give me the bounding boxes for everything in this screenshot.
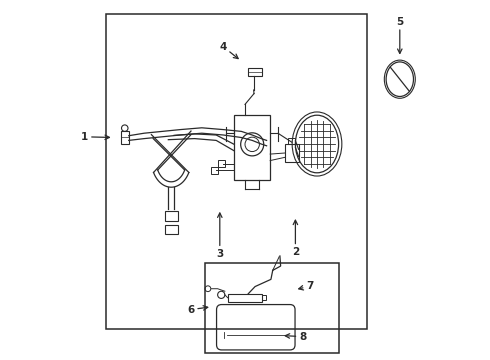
Bar	[165, 211, 178, 221]
Text: 3: 3	[216, 213, 223, 259]
Text: 2: 2	[292, 220, 299, 257]
Text: 4: 4	[220, 42, 238, 59]
Text: 6: 6	[187, 305, 208, 315]
Bar	[205, 263, 339, 353]
Bar	[262, 295, 266, 300]
Bar	[211, 167, 218, 174]
Text: 1: 1	[81, 132, 109, 142]
Bar	[288, 138, 295, 144]
Bar	[285, 144, 298, 162]
Bar	[234, 115, 270, 180]
Bar	[121, 131, 129, 144]
Bar	[218, 160, 225, 167]
Text: 8: 8	[285, 332, 306, 342]
Text: 5: 5	[396, 17, 403, 53]
Text: 7: 7	[299, 281, 314, 291]
Bar	[248, 68, 262, 76]
Bar	[165, 225, 178, 234]
Bar	[106, 14, 368, 329]
Bar	[228, 294, 262, 302]
